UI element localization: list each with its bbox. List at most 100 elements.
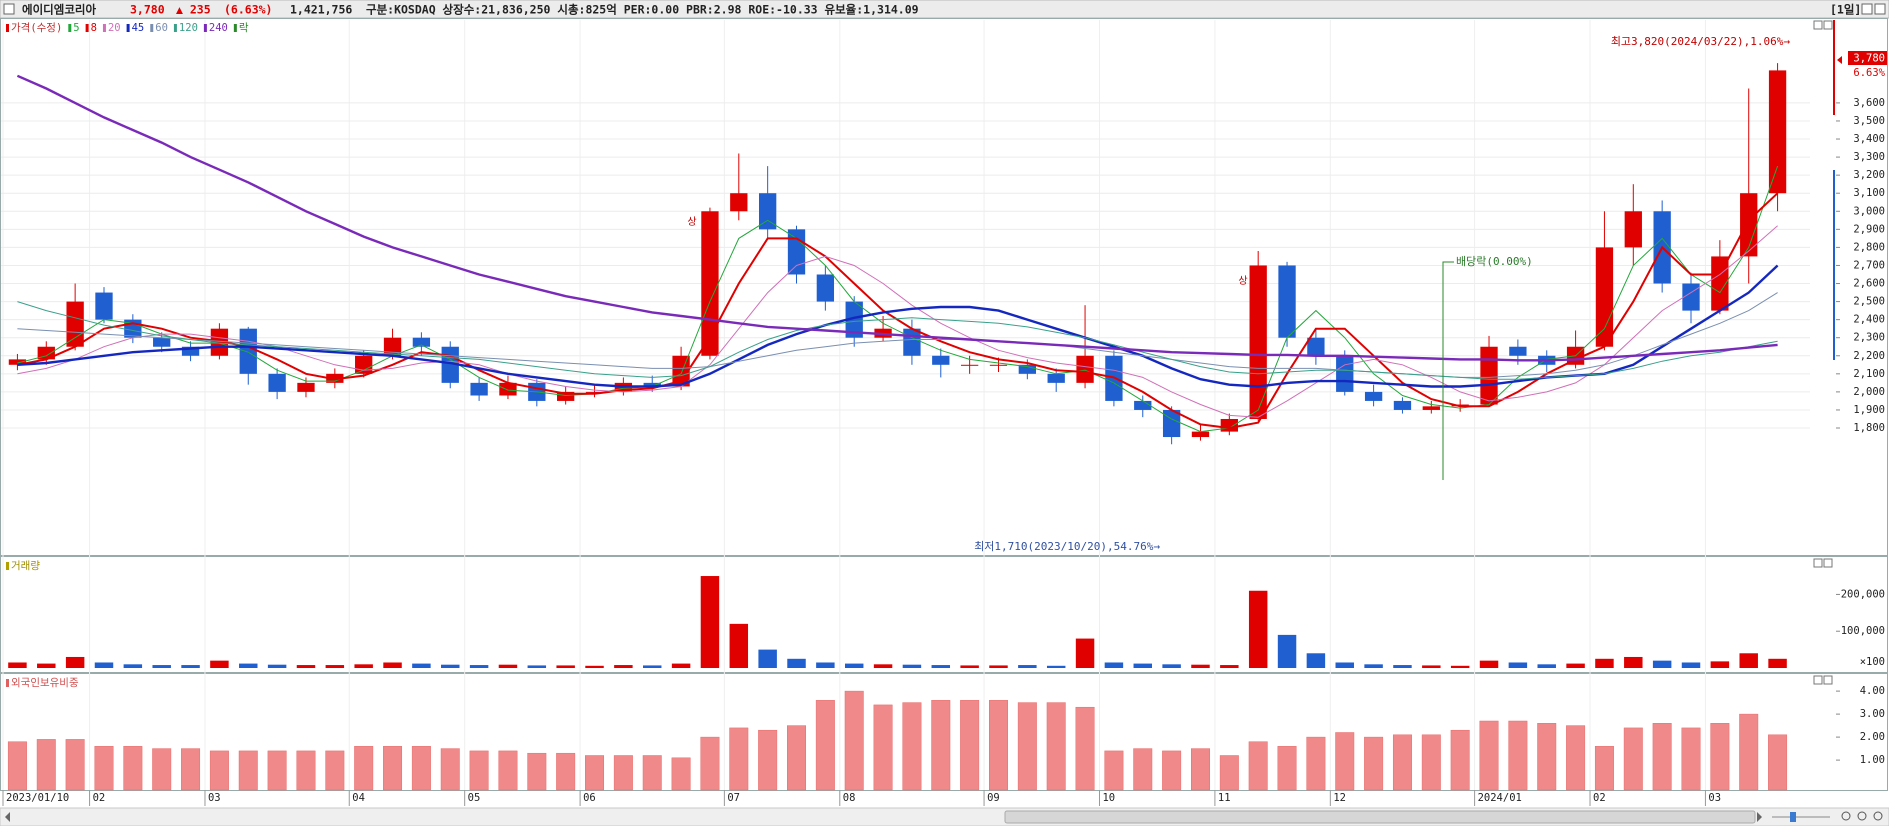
y-tick-label: 1.00	[1860, 754, 1885, 766]
candle-body	[1076, 355, 1094, 383]
panel-max[interactable]	[1813, 20, 1823, 30]
y-tick-label: 3,300	[1853, 151, 1885, 163]
bar	[1566, 725, 1586, 791]
bar	[931, 665, 951, 668]
bar	[1508, 720, 1528, 791]
bar	[1710, 661, 1730, 668]
low-note: 최저1,710(2023/10/20),54.76%→	[974, 540, 1160, 553]
bar	[1133, 748, 1153, 791]
plot-marks: 2023/01/10 02 03 04 05 06 07 08 09 10 11 12 2024/01 0…	[1, 20, 1885, 806]
candle-body	[1740, 193, 1758, 257]
panel-close[interactable]	[1823, 20, 1833, 30]
legend-label: 240	[209, 22, 228, 34]
high-note: 최고3,820(2024/03/22),1.06%→	[1611, 35, 1791, 48]
bar	[1681, 662, 1701, 668]
bar	[7, 741, 27, 791]
bar	[585, 755, 605, 791]
y-tick-label: 200,000	[1841, 588, 1885, 600]
bar	[729, 727, 749, 791]
panel-close[interactable]	[1823, 675, 1833, 685]
header-bar: 에이디엠코리아 3,780 ▲ 235 (6.63%) 1,421,756 구분…	[0, 0, 1889, 19]
bar	[671, 663, 691, 668]
bar	[1220, 665, 1239, 668]
zoom-handle[interactable]	[1790, 812, 1796, 822]
candle-body	[1422, 406, 1440, 410]
bar	[267, 750, 287, 791]
bar	[1046, 665, 1066, 668]
legend-label: 거래량	[11, 560, 40, 572]
legend-label: 20	[108, 22, 121, 34]
bar	[1681, 727, 1701, 791]
checkbox[interactable]	[3, 3, 15, 15]
ma-line	[17, 225, 1778, 418]
bar	[469, 665, 489, 668]
bar	[325, 665, 345, 668]
bar	[642, 755, 662, 791]
scroll-left[interactable]	[5, 812, 10, 822]
y-tick-label: 3.00	[1860, 708, 1885, 720]
bar	[758, 649, 777, 668]
bar	[412, 663, 431, 668]
panel-max[interactable]	[1813, 558, 1823, 568]
legend-label: 가격(수정)	[11, 21, 62, 34]
legend-swatch	[6, 679, 9, 687]
y-tick-label: 1,900	[1853, 404, 1885, 416]
bar	[1421, 734, 1441, 791]
x-tick-label: 2023/01/10	[6, 792, 69, 804]
candle-body	[8, 359, 27, 365]
bar	[614, 665, 633, 668]
candle-body	[787, 229, 806, 275]
bar	[613, 755, 633, 791]
candle-body	[297, 382, 315, 392]
x-tick-label: 06	[583, 792, 596, 804]
y-tick-label: 2,900	[1853, 223, 1885, 235]
legend-swatch	[102, 24, 106, 32]
bar	[816, 662, 835, 668]
y-tick-label: 2,500	[1853, 296, 1885, 308]
bar	[1162, 664, 1181, 668]
y-tick-label: 4.00	[1860, 685, 1885, 697]
bar	[36, 739, 56, 791]
volume-unit: ×100	[1860, 656, 1885, 668]
dividend-line	[1442, 261, 1454, 480]
bar	[585, 665, 604, 668]
bar	[1537, 664, 1556, 668]
stock-name: 에이디엠코리아	[22, 3, 96, 17]
panel-buttons	[1813, 20, 1833, 685]
bar	[960, 700, 980, 791]
bar	[1075, 706, 1095, 791]
scroll-right[interactable]	[1757, 812, 1762, 822]
y-tick-label: 1,800	[1853, 422, 1885, 434]
bar	[498, 750, 518, 791]
bar	[931, 700, 951, 791]
panel-close[interactable]	[1823, 558, 1833, 568]
bar	[815, 700, 835, 791]
price-pointer	[1837, 56, 1842, 64]
restore-button[interactable]	[1861, 3, 1873, 15]
zoom-in[interactable]	[1841, 811, 1851, 821]
scroll-thumb[interactable]	[1004, 810, 1756, 824]
bar	[527, 665, 547, 668]
legend-swatch	[126, 24, 130, 32]
bar	[441, 664, 460, 668]
candle-body	[1595, 247, 1614, 347]
legend-label: 60	[155, 22, 168, 34]
x-tick-label: 07	[727, 792, 740, 804]
candle-body	[557, 391, 575, 401]
zoom-out[interactable]	[1857, 811, 1867, 821]
bar	[238, 750, 258, 791]
y-tick-label: 3,100	[1853, 187, 1885, 199]
bar	[1537, 723, 1557, 791]
panel-max[interactable]	[1813, 675, 1823, 685]
candle-body	[989, 364, 1008, 366]
bar	[902, 702, 922, 791]
bar	[37, 663, 56, 668]
zoom-reset[interactable]	[1873, 811, 1883, 821]
period[interactable]: [1일]	[1830, 3, 1861, 17]
bar	[700, 736, 720, 791]
close-button[interactable]	[1874, 3, 1886, 15]
candle-body	[37, 346, 55, 360]
candle-body	[1278, 265, 1296, 338]
candle-body	[585, 391, 604, 393]
bar	[1248, 741, 1268, 791]
